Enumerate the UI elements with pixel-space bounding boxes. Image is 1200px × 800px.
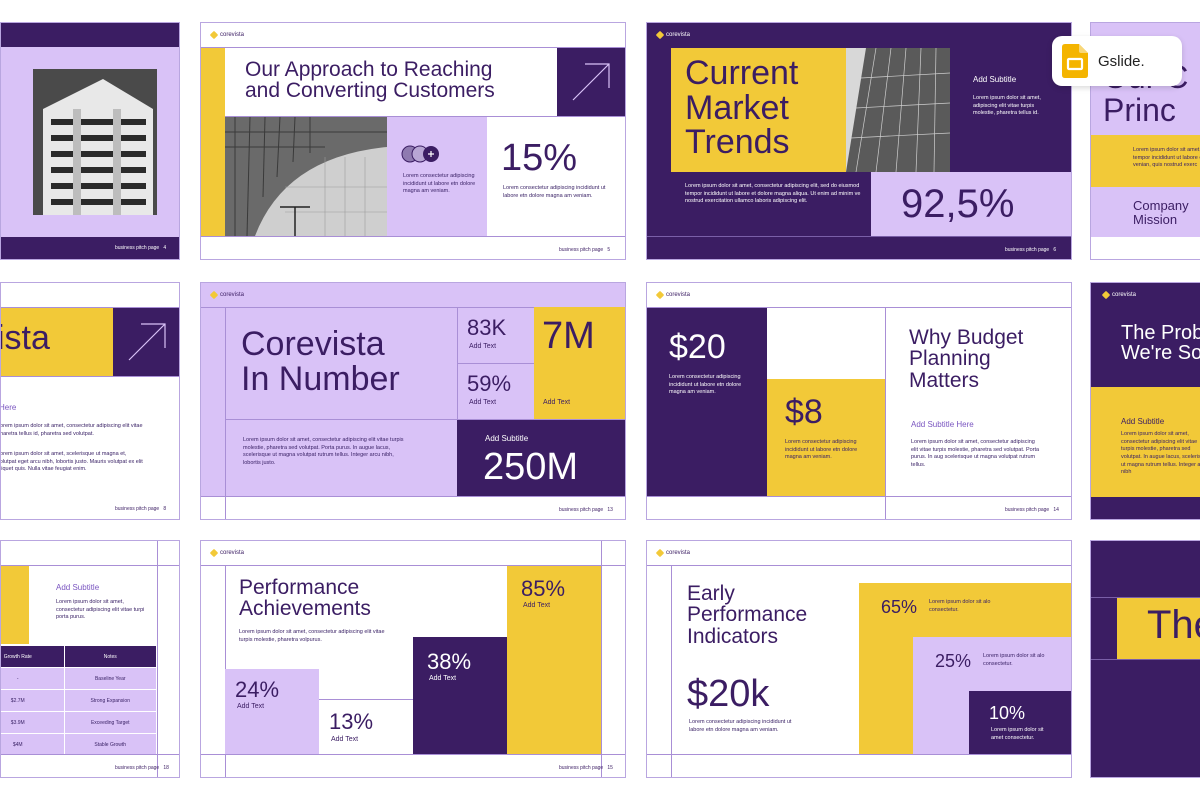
body-text: Lorem ipsum dolor sit amet, consectetur … xyxy=(685,183,861,205)
title-block: Current Market Trends xyxy=(671,48,846,172)
slide-thumbnail-growth-table[interactable]: Add Subtitle Lorem ipsum dolor sit amet,… xyxy=(0,540,180,778)
body-text-2: Lorem ipsum dolor sit amet, scelerisque … xyxy=(0,451,143,473)
arrow-up-right-icon xyxy=(572,63,610,101)
stat-10: 10% xyxy=(989,703,1026,723)
mission-label: Company Mission xyxy=(1133,198,1189,227)
gslide-badge[interactable]: Gslide. xyxy=(1052,36,1182,86)
footer-label: business pitch page xyxy=(115,245,160,251)
arrow-block xyxy=(557,48,625,116)
growth-table: Growth Rate Notes - Baseline Year $2.7M St… xyxy=(1,645,157,756)
logo-mark-icon xyxy=(655,30,665,40)
google-slides-icon xyxy=(1062,44,1088,78)
slide-title: The Prob We're So xyxy=(1121,322,1200,365)
stat-85: 85% xyxy=(521,576,566,601)
bottom-band xyxy=(1,237,179,259)
badge-label: Gslide. xyxy=(1098,52,1145,70)
logo-mark-icon xyxy=(209,30,219,40)
stat-7m: 7M xyxy=(542,315,595,357)
brand-logo: corevista xyxy=(655,290,690,300)
slide-thumbnail-performance[interactable]: corevista Performance Achievements Lorem… xyxy=(200,540,626,778)
brand-logo: corevista xyxy=(1101,290,1136,300)
stat-59: 59% xyxy=(467,371,512,396)
table-row: - Baseline Year xyxy=(1,667,157,690)
yellow-strip xyxy=(201,48,225,236)
slide-title: ista xyxy=(0,319,50,357)
slide-thumbnail-indicators[interactable]: corevista Early Performance Indicators $… xyxy=(646,540,1072,778)
panel-body: Lorem consectetur adipiscing incididunt … xyxy=(403,173,476,195)
stat-25: 25% xyxy=(935,651,972,671)
body-text-1: Lorem ipsum dolor sit amet, consectetur … xyxy=(0,423,143,437)
stat-24: 24% xyxy=(235,677,280,702)
column-header: Notes xyxy=(63,645,157,668)
brand-logo: corevista xyxy=(655,30,690,40)
logo-mark-icon xyxy=(655,290,665,300)
slide-title: The xyxy=(1147,603,1200,647)
stat-38: 38% xyxy=(427,649,472,674)
logo-mark-icon xyxy=(655,548,665,558)
slide-title: Our Approach to Reaching and Converting … xyxy=(245,58,495,103)
logo-mark-icon xyxy=(209,290,219,300)
glass-facade-photo xyxy=(225,117,387,236)
stat-value: 15% xyxy=(501,137,578,179)
body-text: Lorem ipsum dolor sit amet, consectetur … xyxy=(243,437,404,467)
stat-13: 13% xyxy=(329,709,374,734)
stat-65: 65% xyxy=(881,597,918,617)
table-row: $4M Stable Growth xyxy=(1,733,157,756)
column-header: Growth Rate xyxy=(1,645,65,668)
slide-title: Why Budget Planning Matters xyxy=(909,326,1024,392)
stat-20: $20 xyxy=(669,328,726,366)
principles-body: Lorem ipsum dolor sit amet, tempor incid… xyxy=(1133,147,1200,169)
top-band xyxy=(1,23,179,47)
slide-thumbnail-the[interactable]: The xyxy=(1090,540,1200,778)
brand-logo: corevista xyxy=(655,548,690,558)
building-photo xyxy=(33,69,157,215)
logo-mark-icon xyxy=(1101,290,1111,300)
stat-panel: 92,5% xyxy=(871,172,1071,236)
logo-mark-icon xyxy=(209,548,219,558)
slide-title: Performance Achievements xyxy=(239,576,371,621)
slide-title: Corevista In Number xyxy=(241,325,400,398)
overlapping-circles-icon xyxy=(401,145,439,163)
subtitle: Add Subtitle xyxy=(973,75,1017,84)
brand-logo: corevista xyxy=(209,30,244,40)
stat-83k: 83K xyxy=(467,315,507,340)
table-row: $3.9M Exceeding Target xyxy=(1,711,157,734)
stat-value: 92,5% xyxy=(901,182,1015,226)
stat-20k: $20k xyxy=(687,673,770,715)
stat-250m: 250M xyxy=(483,446,579,488)
skyscraper-photo xyxy=(846,48,950,172)
info-panel: Lorem consectetur adipiscing incididunt … xyxy=(387,117,487,236)
stat-8: $8 xyxy=(785,393,823,431)
arrow-up-right-icon xyxy=(128,323,166,361)
section-label: Here xyxy=(0,403,17,412)
brand-logo: corevista xyxy=(209,290,244,300)
slide-thumbnail-approach[interactable]: corevista Our Approach to Reaching and C… xyxy=(200,22,626,260)
subtitle-body: Lorem ipsum dolor sit amet, adipiscing e… xyxy=(973,95,1041,117)
brand-logo: corevista xyxy=(209,548,244,558)
slide-thumbnail-market-trends[interactable]: corevista Current Market Trends Add Subt… xyxy=(646,22,1072,260)
table-row: $2.7M Strong Expansion xyxy=(1,689,157,712)
slide-thumbnail-corevista-intro[interactable]: ista Here Lorem ipsum dolor sit amet, co… xyxy=(0,282,180,520)
page-number: 4 xyxy=(163,245,167,251)
slide-thumbnail-in-number[interactable]: corevista Corevista In Number 83K Add Te… xyxy=(200,282,626,520)
stat-body: Lorem consectetur adipiscing incididunt … xyxy=(503,185,606,199)
slide-title: Early Performance Indicators xyxy=(687,582,808,648)
slide-thumbnail-budget[interactable]: corevista $20 Lorem consectetur adipisci… xyxy=(646,282,1072,520)
slide-thumbnail-building[interactable]: business pitch page 4 xyxy=(0,22,180,260)
slide-thumbnail-problem[interactable]: corevista The Prob We're So Add Subtitle… xyxy=(1090,282,1200,520)
